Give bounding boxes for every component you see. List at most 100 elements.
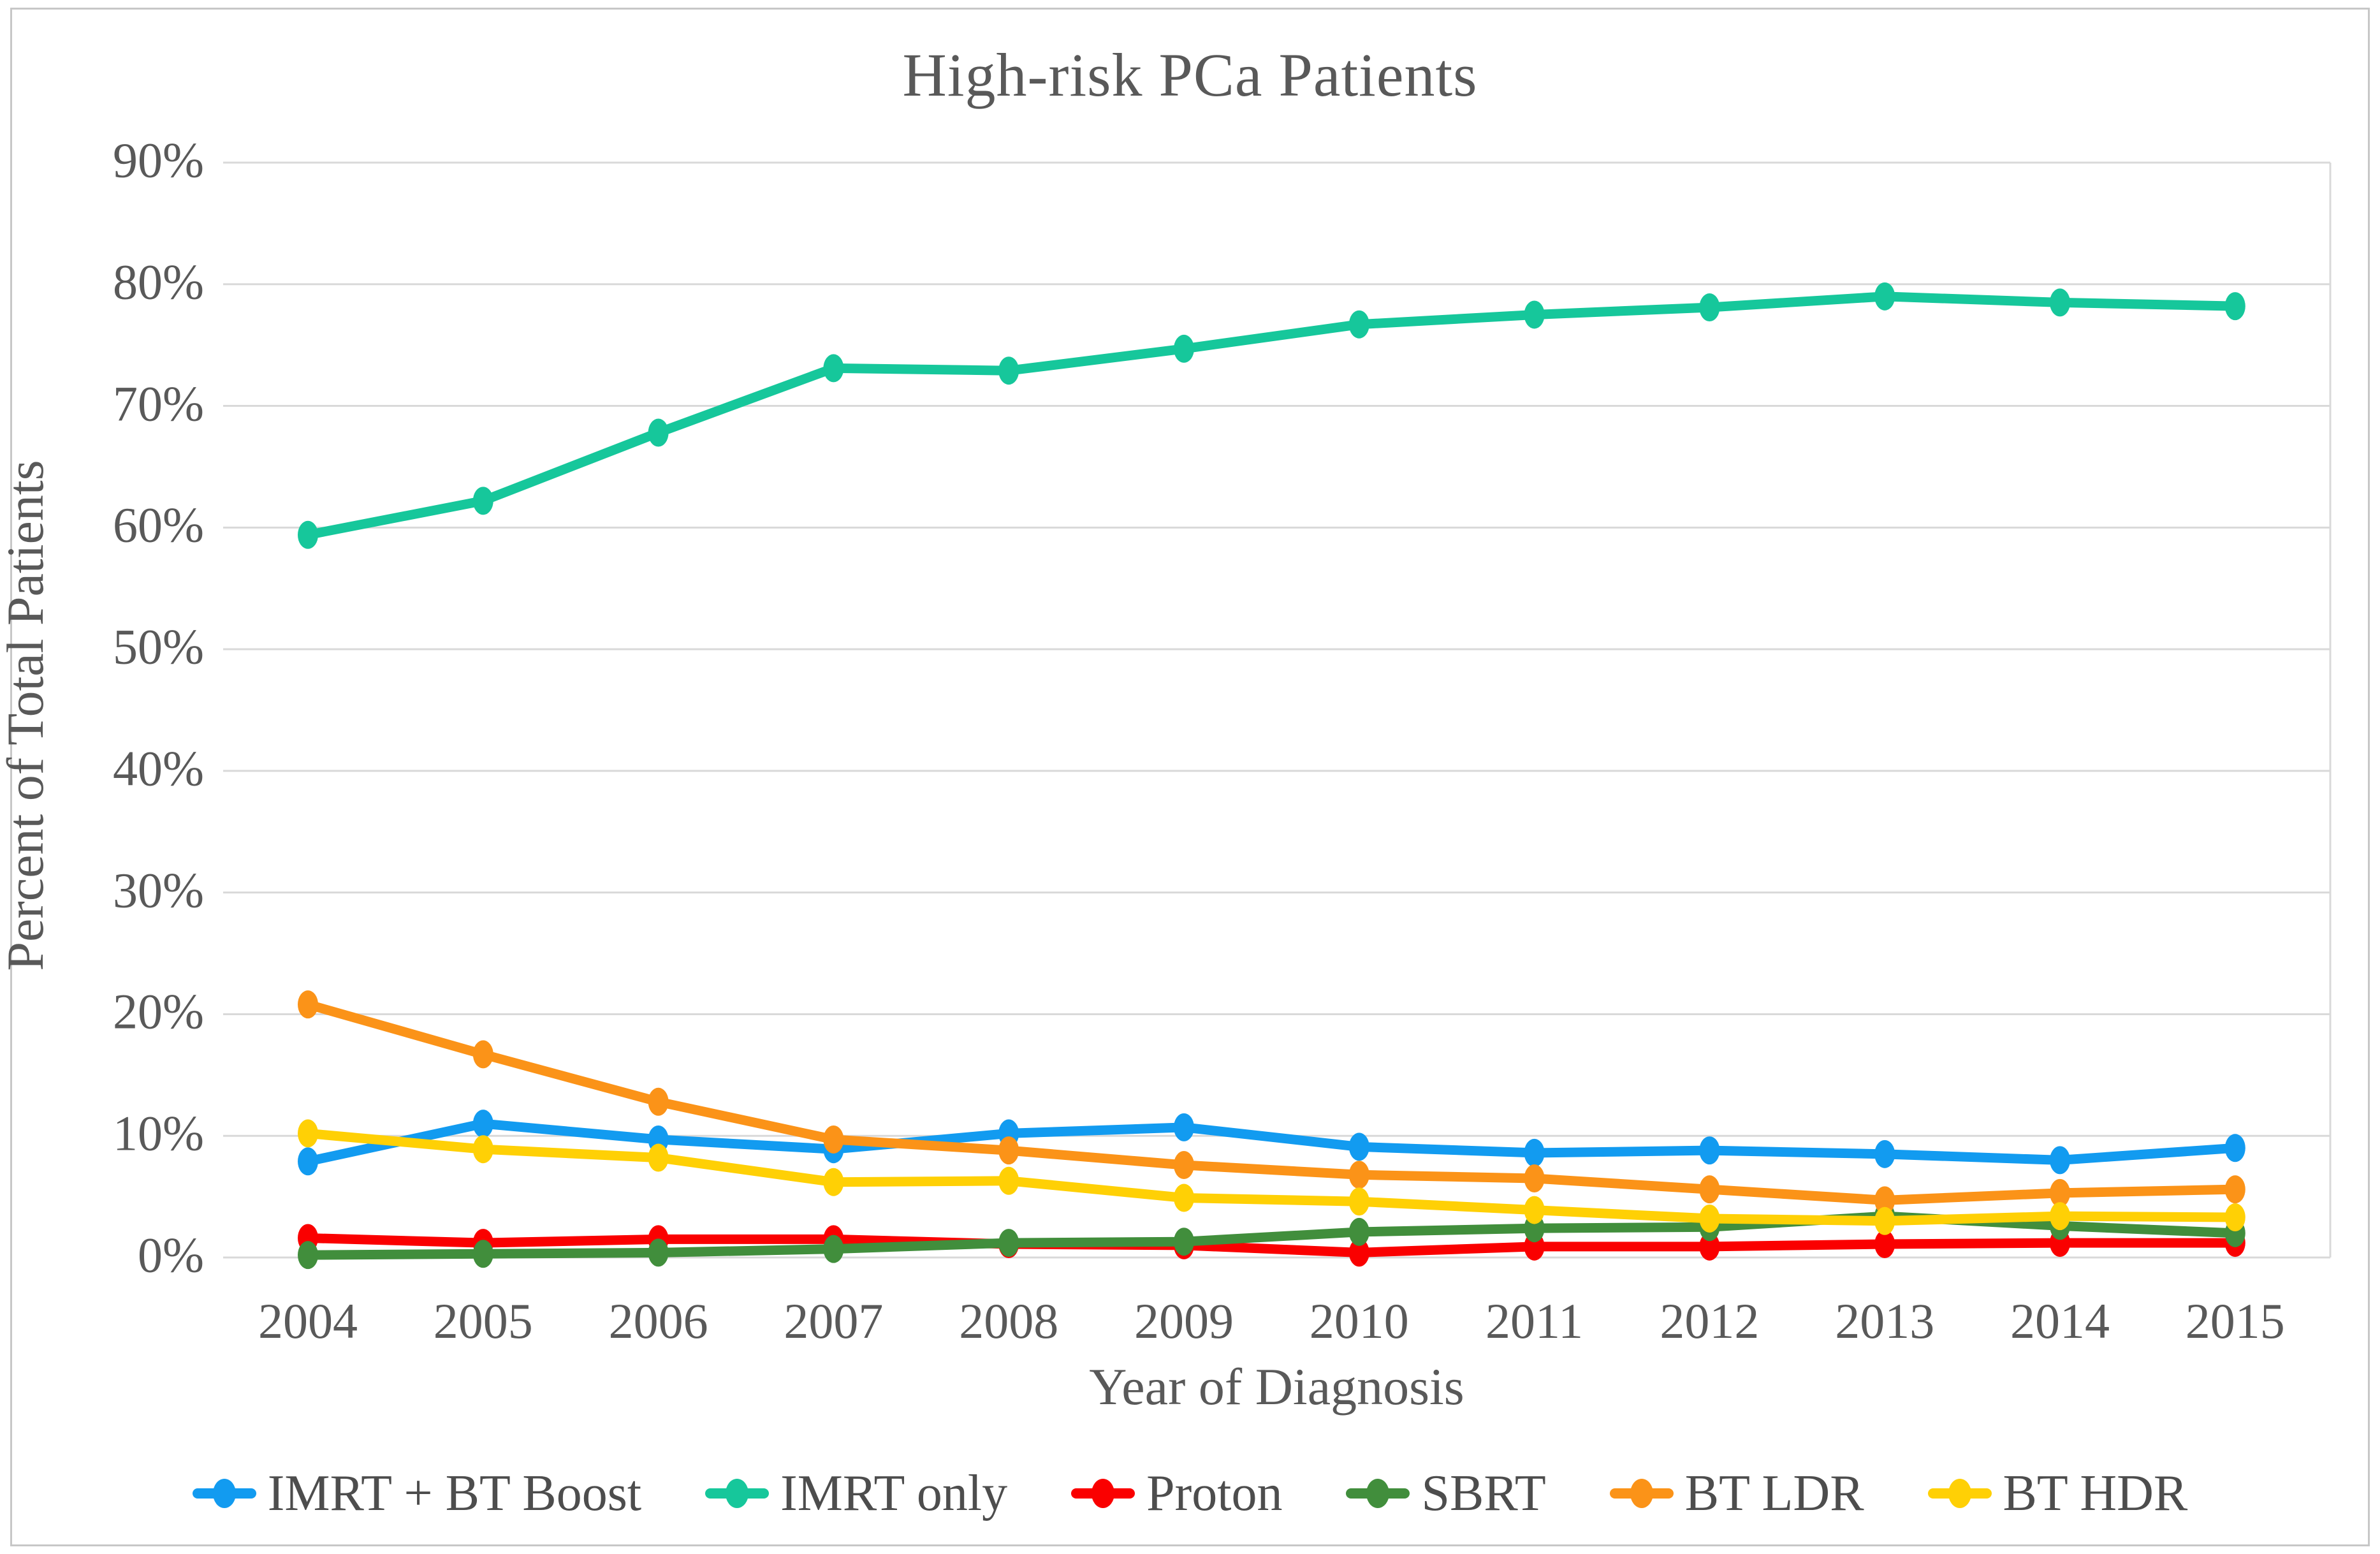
legend-dot (1948, 1479, 1971, 1508)
data-point (1348, 1217, 1369, 1246)
data-point (1699, 293, 1720, 322)
legend-dot (212, 1479, 236, 1508)
y-tick-label-20%: 20% (113, 983, 204, 1039)
data-point (1699, 1175, 1720, 1204)
legend-label-bt-ldr: BT LDR (1684, 1465, 1864, 1521)
data-point (1699, 1232, 1720, 1261)
data-point (472, 1135, 493, 1164)
data-point (1348, 1187, 1369, 1216)
x-tick-label-2014: 2014 (2010, 1293, 2110, 1349)
data-point (2224, 1134, 2245, 1162)
data-point (1174, 1113, 1194, 1141)
data-point (1524, 1196, 1545, 1224)
data-point (298, 520, 318, 549)
data-point (1174, 1151, 1194, 1180)
data-point (1174, 334, 1194, 363)
legend-label-imrt-bt-boost: IMRT + BT Boost (267, 1465, 642, 1521)
data-point (298, 1241, 318, 1270)
x-tick-label-2011: 2011 (1486, 1293, 1584, 1349)
legend-item-bt-hdr: BT HDR (1927, 1465, 2187, 1523)
x-tick-label-2012: 2012 (1660, 1293, 1760, 1349)
data-point (1874, 1140, 1895, 1168)
legend-label-sbrt: SBRT (1421, 1465, 1546, 1521)
series-line-bt-ldr (303, 999, 2240, 1205)
chart-title: High-risk PCa Patients (902, 41, 1478, 109)
data-point (1524, 300, 1545, 329)
x-tick-label-2010: 2010 (1309, 1293, 1409, 1349)
data-point (472, 487, 493, 515)
data-point (823, 1125, 844, 1154)
legend-item-proton: Proton (1071, 1465, 1282, 1523)
data-point (648, 1143, 669, 1172)
legend-label-proton: Proton (1146, 1465, 1283, 1521)
legend-item-imrt-bt-boost: IMRT + BT Boost (192, 1465, 642, 1523)
data-point (1874, 1206, 1895, 1235)
data-point (2224, 1203, 2245, 1232)
data-point (1699, 1136, 1720, 1165)
data-point (648, 418, 669, 447)
y-tick-label-80%: 80% (113, 254, 204, 310)
legend-item-bt-ldr: BT LDR (1609, 1465, 1864, 1523)
y-tick-label-30%: 30% (113, 862, 204, 918)
legend-dot (726, 1479, 749, 1508)
x-tick-label-2007: 2007 (784, 1293, 884, 1349)
data-point (648, 1238, 669, 1267)
data-point (1348, 1238, 1369, 1267)
data-point (1874, 1230, 1895, 1259)
data-point (2050, 1178, 2070, 1207)
data-point (998, 1229, 1019, 1257)
y-tick-label-0%: 0% (138, 1227, 204, 1283)
y-tick-label-90%: 90% (113, 132, 204, 188)
legend-marker-imrt-only-icon (705, 1477, 770, 1509)
x-tick-label-2005: 2005 (433, 1293, 533, 1349)
data-point (823, 1168, 844, 1196)
data-point (2224, 1175, 2245, 1204)
data-point (2050, 1146, 2070, 1175)
data-point (472, 1110, 493, 1138)
x-tick-label-2008: 2008 (959, 1293, 1059, 1349)
data-point (472, 1040, 493, 1069)
data-point (298, 1147, 318, 1176)
data-point (472, 1240, 493, 1268)
data-point (1348, 1133, 1369, 1161)
data-point (1348, 310, 1369, 339)
data-point (298, 1119, 318, 1148)
data-point (998, 356, 1019, 385)
data-point (998, 1166, 1019, 1195)
legend-item-imrt-only: IMRT only (705, 1465, 1007, 1523)
y-tick-label-10%: 10% (113, 1105, 204, 1161)
y-tick-label-60%: 60% (113, 497, 204, 553)
x-tick-label-2013: 2013 (1835, 1293, 1935, 1349)
data-point (998, 1136, 1019, 1165)
data-point (2224, 292, 2245, 321)
x-tick-label-2009: 2009 (1134, 1293, 1234, 1349)
legend-marker-bt-hdr-icon (1927, 1477, 1992, 1509)
data-point (298, 990, 318, 1019)
data-point (823, 1235, 844, 1263)
y-tick-label-40%: 40% (113, 740, 204, 796)
data-point (1699, 1204, 1720, 1233)
x-tick-label-2004: 2004 (258, 1293, 358, 1349)
data-point (1524, 1138, 1545, 1167)
data-point (1348, 1161, 1369, 1189)
data-point (648, 1087, 669, 1116)
data-point (1874, 282, 1895, 311)
data-point (2050, 1202, 2070, 1231)
image-border-frame (10, 8, 2370, 1546)
y-tick-label-70%: 70% (113, 375, 204, 431)
legend-marker-proton-icon (1071, 1477, 1135, 1509)
data-point (1874, 1186, 1895, 1215)
legend-marker-sbrt-icon (1346, 1477, 1410, 1509)
series-line-bt-hdr (303, 1128, 2240, 1226)
legend-dot (1366, 1479, 1390, 1508)
legend-dot (1091, 1479, 1115, 1508)
data-point (1174, 1184, 1194, 1212)
legend-marker-bt-ldr-icon (1609, 1477, 1674, 1509)
series-line-imrt-bt-boost (303, 1118, 2240, 1166)
legend-item-sbrt: SBRT (1346, 1465, 1546, 1523)
x-tick-label-2015: 2015 (2185, 1293, 2285, 1349)
legend-marker-imrt-bt-boost-icon (192, 1477, 256, 1509)
series-line-imrt-only (303, 291, 2240, 540)
legend-dot (1630, 1479, 1653, 1508)
